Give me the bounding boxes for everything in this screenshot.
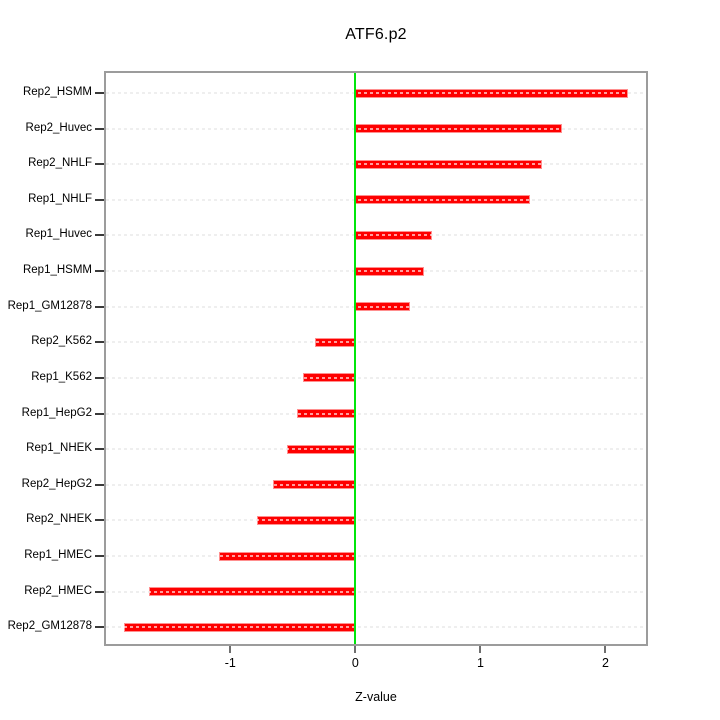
- grid-line-overlay: [106, 127, 646, 130]
- x-tick: [354, 646, 357, 653]
- y-axis-label: Rep2_HSMM: [22, 86, 92, 98]
- y-tick: [95, 163, 104, 166]
- y-axis-label: Rep2_HMEC: [24, 584, 92, 597]
- y-tick: [95, 519, 104, 522]
- grid-line-overlay: [106, 341, 646, 344]
- y-axis-label: Rep1_K562: [31, 370, 92, 383]
- y-tick: [95, 412, 104, 415]
- grid-line-overlay: [106, 412, 646, 415]
- grid-line-overlay: [106, 519, 646, 522]
- y-tick: [95, 92, 104, 94]
- y-axis-label: Rep2_GM12878: [7, 620, 92, 633]
- x-tick-label: 1: [476, 656, 484, 670]
- y-axis-label: Rep1_Huvec: [25, 228, 92, 241]
- y-tick: [95, 555, 104, 558]
- zero-line: [354, 73, 357, 644]
- x-tick: [479, 646, 482, 653]
- y-tick: [95, 198, 104, 201]
- y-axis-label: Rep2_HepG2: [21, 477, 92, 490]
- y-axis-label: Rep1_NHLF: [28, 192, 92, 205]
- grid-line-overlay: [106, 92, 646, 94]
- y-tick: [95, 270, 104, 273]
- grid-line-overlay: [106, 483, 646, 486]
- y-axis-label: Rep2_Huvec: [25, 121, 92, 134]
- y-axis-label: Rep2_NHEK: [26, 513, 92, 526]
- x-axis-title: Z-value: [355, 690, 397, 704]
- x-tick: [604, 646, 607, 653]
- y-axis-label: Rep1_HMEC: [24, 549, 92, 562]
- y-tick: [95, 341, 104, 344]
- y-axis-label: Rep1_HSMM: [22, 264, 92, 277]
- grid-line-overlay: [106, 198, 646, 201]
- grid-line-overlay: [106, 590, 646, 593]
- y-tick: [95, 376, 104, 379]
- grid-line-overlay: [106, 626, 646, 629]
- y-tick: [95, 448, 104, 451]
- y-tick: [95, 234, 104, 237]
- grid-line-overlay: [106, 376, 646, 379]
- grid-line-overlay: [106, 555, 646, 558]
- y-tick: [95, 483, 104, 486]
- y-axis-label: Rep1_GM12878: [7, 299, 92, 312]
- grid-line-overlay: [106, 163, 646, 166]
- y-tick: [95, 305, 104, 308]
- y-axis-label: Rep2_K562: [31, 335, 92, 348]
- y-axis-label: Rep1_NHEK: [26, 442, 92, 455]
- y-axis-label: Rep1_HepG2: [21, 406, 92, 419]
- x-tick-label: -1: [224, 656, 236, 670]
- y-tick: [95, 626, 104, 629]
- x-tick-label: 2: [601, 656, 609, 670]
- grid-line-overlay: [106, 270, 646, 273]
- chart-title: ATF6.p2: [345, 26, 407, 43]
- grid-line-overlay: [106, 305, 646, 308]
- plot-area: [104, 71, 648, 646]
- y-tick: [95, 127, 104, 130]
- x-tick-label: 0: [351, 656, 359, 670]
- grid-line-overlay: [106, 234, 646, 237]
- y-axis-label: Rep2_NHLF: [28, 157, 92, 170]
- grid-line-overlay: [106, 448, 646, 451]
- x-tick: [229, 646, 232, 653]
- y-tick: [95, 590, 104, 593]
